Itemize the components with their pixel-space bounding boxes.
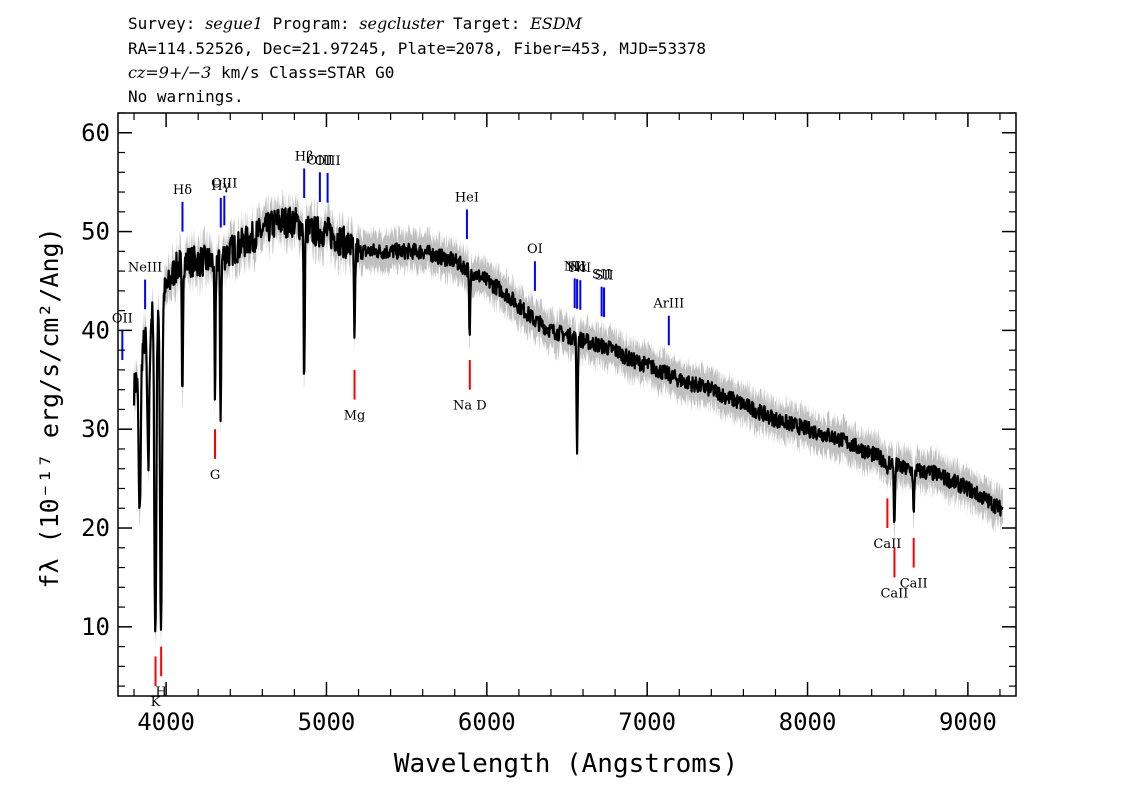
- emission-line-label: NII: [569, 261, 591, 276]
- emission-line-label: ArIII: [652, 297, 684, 312]
- emission-line-label: Hβ: [295, 149, 314, 164]
- survey-label: Survey:: [128, 14, 196, 33]
- header-line-2: RA=114.52526, Dec=21.97245, Plate=2078, …: [128, 39, 706, 58]
- spectrum-line: [132, 206, 1004, 633]
- x-tick-label: 8000: [779, 708, 837, 736]
- survey-value: segue1: [205, 14, 263, 33]
- y-tick-label: 10: [81, 613, 110, 641]
- absorption-line-label: CaII: [880, 586, 908, 601]
- absorption-line-label: CaII: [873, 537, 901, 552]
- emission-line-label: Hγ: [211, 179, 230, 194]
- header-line-1: Survey: segue1 Program: segcluster Targe…: [128, 14, 582, 33]
- program-value: segcluster: [359, 14, 444, 33]
- absorption-line-label: CaII: [900, 577, 928, 592]
- emission-line-label: OII: [112, 311, 133, 326]
- x-tick-label: 6000: [458, 708, 516, 736]
- emission-line-label: NeIII: [128, 261, 162, 276]
- emission-line-label: SII: [594, 268, 613, 283]
- y-tick-label: 40: [81, 316, 110, 344]
- emission-line-label: Hα: [567, 260, 587, 275]
- cz-rest: km/s Class=STAR G0: [211, 63, 395, 82]
- emission-line-label: OI: [527, 242, 543, 257]
- header-line-4: No warnings.: [128, 87, 244, 106]
- target-label: Target:: [453, 14, 521, 33]
- x-tick-label: 4000: [137, 708, 195, 736]
- y-axis-label: fλ (10⁻¹⁷ erg/s/cm²/Ang): [35, 227, 64, 588]
- error-band: [134, 187, 1003, 648]
- target-value: ESDM: [530, 14, 582, 33]
- absorption-line-label: H: [155, 685, 166, 700]
- program-label: Program:: [272, 14, 350, 33]
- axes-group: 4000 5000 6000 7000 8000 9000 10 20 30 40 50 60: [81, 112, 1017, 736]
- plot-frame: [117, 112, 1017, 697]
- emission-line-label: OIII: [307, 153, 333, 168]
- spectrum-group: [132, 206, 1004, 633]
- emission-line-label: Hδ: [173, 183, 192, 198]
- header-line-3: cz=9+/−3 km/s Class=STAR G0: [128, 63, 394, 82]
- emission-line-label: NII: [564, 259, 586, 274]
- cz-value: cz=9+/−3: [128, 63, 212, 82]
- x-tick-label: 5000: [298, 708, 356, 736]
- emission-line-label: SII: [592, 268, 611, 283]
- y-tick-label: 60: [81, 119, 110, 147]
- y-tick-label: 30: [81, 415, 110, 443]
- x-tick-label: 9000: [939, 708, 997, 736]
- emission-line-label: OIII: [315, 154, 341, 169]
- x-axis-label: Wavelength (Angstroms): [394, 749, 738, 779]
- absorption-line-label: Na D: [453, 399, 487, 414]
- absorption-line-label: K: [151, 695, 161, 710]
- absorption-line-label: G: [210, 468, 220, 483]
- emission-line-label: HeI: [455, 190, 479, 205]
- error-band-group: [134, 187, 1003, 648]
- absorption-line-label: Mg: [344, 409, 366, 424]
- y-tick-label: 20: [81, 514, 110, 542]
- y-tick-label: 50: [81, 218, 110, 246]
- x-tick-label: 7000: [618, 708, 676, 736]
- emission-line-label: OIII: [211, 177, 237, 192]
